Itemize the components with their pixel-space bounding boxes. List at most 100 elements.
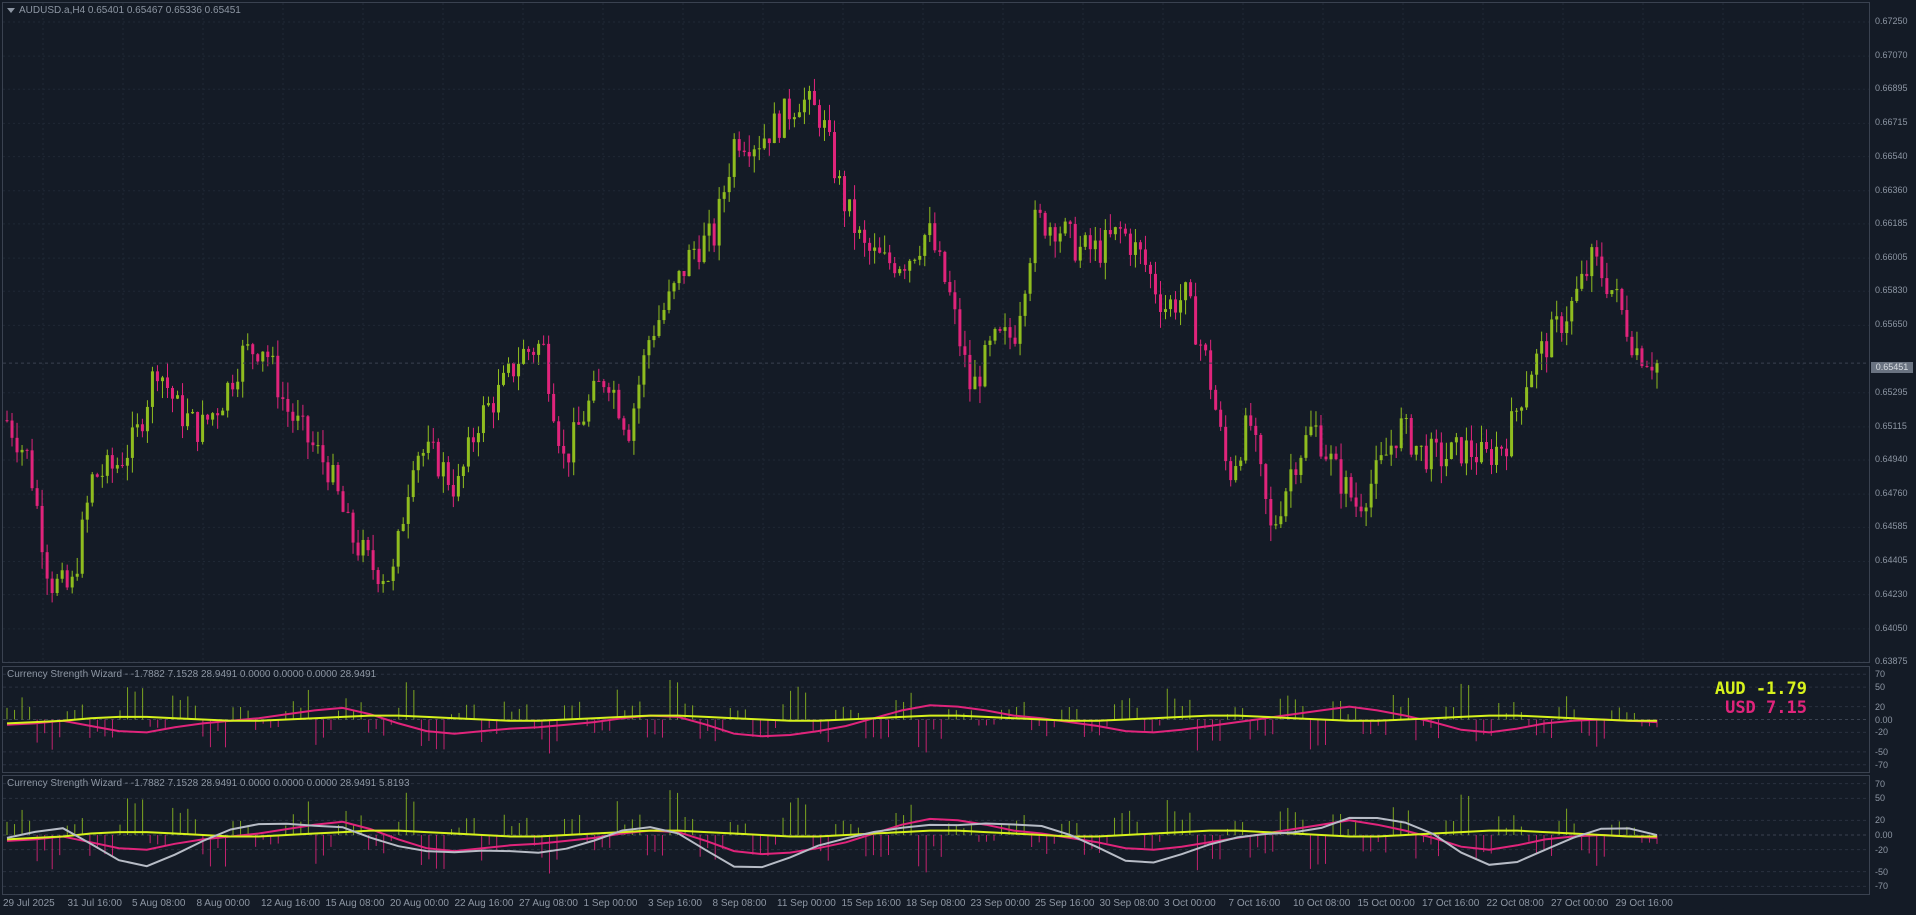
candle-body bbox=[1214, 389, 1218, 410]
candle-body bbox=[125, 457, 129, 466]
candle-body bbox=[993, 329, 997, 341]
time-tick-label: 10 Oct 08:00 bbox=[1293, 898, 1351, 909]
time-tick-label: 8 Aug 00:00 bbox=[196, 898, 250, 909]
usd-strength-line bbox=[6, 829, 1657, 841]
candle-body bbox=[341, 491, 345, 512]
price-chart-pane[interactable]: AUDUSD.a,H4 0.65401 0.65467 0.65336 0.65… bbox=[2, 2, 1870, 663]
candle-body bbox=[522, 348, 526, 364]
candle-body bbox=[1459, 437, 1463, 464]
candle-body bbox=[1058, 233, 1062, 242]
price-tick-label: 0.65295 bbox=[1875, 386, 1908, 397]
candle-body bbox=[893, 263, 897, 274]
candle-body bbox=[1274, 524, 1278, 526]
candle-body bbox=[1409, 417, 1413, 455]
candle-body bbox=[943, 251, 947, 282]
candle-body bbox=[697, 248, 701, 263]
candle-body bbox=[858, 229, 862, 233]
candle-body bbox=[1389, 445, 1393, 455]
candle-body bbox=[115, 465, 119, 469]
candle-body bbox=[822, 120, 826, 128]
candle-body bbox=[1394, 445, 1398, 449]
indicator-tick-label: 50 bbox=[1875, 682, 1886, 693]
time-tick-label: 29 Oct 16:00 bbox=[1615, 898, 1673, 909]
indicator-tick-label: -70 bbox=[1875, 759, 1889, 770]
strength-chart-2[interactable] bbox=[3, 776, 1869, 894]
candle-body bbox=[1319, 425, 1323, 457]
candle-body bbox=[517, 363, 521, 377]
candle-body bbox=[471, 437, 475, 443]
candle-body bbox=[25, 449, 29, 451]
candle-body bbox=[1515, 410, 1519, 412]
time-tick-label: 8 Sep 08:00 bbox=[712, 898, 767, 909]
candle-body bbox=[1289, 469, 1293, 492]
candle-body bbox=[1249, 415, 1253, 426]
candle-body bbox=[1279, 516, 1283, 525]
candle-body bbox=[491, 403, 495, 413]
candle-body bbox=[256, 354, 260, 362]
candle-body bbox=[165, 377, 169, 389]
candle-body bbox=[1339, 459, 1343, 494]
candle-body bbox=[1013, 337, 1017, 344]
candle-body bbox=[687, 249, 691, 277]
candle-body bbox=[863, 229, 867, 243]
candle-body bbox=[1184, 282, 1188, 301]
candle-body bbox=[1048, 227, 1052, 236]
candle-body bbox=[1128, 233, 1132, 255]
time-tick-label: 18 Sep 08:00 bbox=[906, 898, 966, 909]
candle-body bbox=[918, 255, 922, 260]
candle-body bbox=[1495, 446, 1499, 465]
indicator-pane-2[interactable]: Currency Strength Wizard - -1.7882 7.152… bbox=[2, 775, 1870, 895]
price-tick-label: 0.67070 bbox=[1875, 50, 1908, 61]
candle-body bbox=[1264, 464, 1268, 500]
candle-body bbox=[90, 474, 94, 503]
candle-body bbox=[1179, 300, 1183, 313]
candle-body bbox=[958, 309, 962, 347]
candle-body bbox=[1138, 242, 1142, 250]
candle-body bbox=[923, 235, 927, 256]
collapse-triangle-icon[interactable] bbox=[7, 7, 15, 13]
indicator-pane-1[interactable]: Currency Strength Wizard - -1.7882 7.152… bbox=[2, 666, 1870, 773]
candle-body bbox=[301, 415, 305, 417]
candle-body bbox=[1344, 477, 1348, 494]
candle-body bbox=[812, 90, 816, 106]
candle-body bbox=[496, 384, 500, 413]
indicator1-title: Currency Strength Wizard - -1.7882 7.152… bbox=[7, 669, 377, 680]
candle-body bbox=[40, 505, 44, 553]
candle-body bbox=[356, 542, 360, 556]
candle-body bbox=[376, 570, 380, 585]
candle-body bbox=[1294, 469, 1298, 475]
symbol-header: AUDUSD.a,H4 0.65401 0.65467 0.65336 0.65… bbox=[7, 5, 241, 16]
candle-body bbox=[512, 363, 516, 377]
candle-body bbox=[306, 416, 310, 443]
candle-body bbox=[1379, 455, 1383, 461]
candle-body bbox=[456, 475, 460, 497]
candle-body bbox=[1354, 497, 1358, 507]
candle-body bbox=[1525, 387, 1529, 408]
candle-body bbox=[1535, 353, 1539, 375]
time-tick-label: 15 Aug 08:00 bbox=[325, 898, 385, 909]
strength-chart-1[interactable] bbox=[3, 667, 1869, 772]
candle-body bbox=[1003, 327, 1007, 331]
indicator-tick-label: -20 bbox=[1875, 844, 1889, 855]
candle-body bbox=[1449, 442, 1453, 460]
candle-body bbox=[461, 466, 465, 476]
price-tick-label: 0.66715 bbox=[1875, 117, 1908, 128]
candle-body bbox=[592, 380, 596, 401]
candle-body bbox=[1510, 411, 1514, 457]
candle-body bbox=[1259, 435, 1263, 465]
candle-body bbox=[1324, 456, 1328, 460]
candle-body bbox=[50, 578, 54, 594]
price-tick-label: 0.65830 bbox=[1875, 285, 1908, 296]
time-tick-label: 12 Aug 16:00 bbox=[261, 898, 320, 909]
candle-body bbox=[431, 441, 435, 443]
candle-body bbox=[1434, 438, 1438, 443]
candle-body bbox=[938, 250, 942, 252]
candle-body bbox=[221, 410, 225, 416]
candle-body bbox=[1369, 483, 1373, 508]
candle-body bbox=[973, 376, 977, 390]
candlestick-chart[interactable] bbox=[3, 3, 1869, 662]
candle-body bbox=[80, 519, 84, 574]
candle-body bbox=[692, 248, 696, 250]
price-tick-label: 0.65115 bbox=[1875, 420, 1907, 431]
candle-body bbox=[286, 398, 290, 412]
